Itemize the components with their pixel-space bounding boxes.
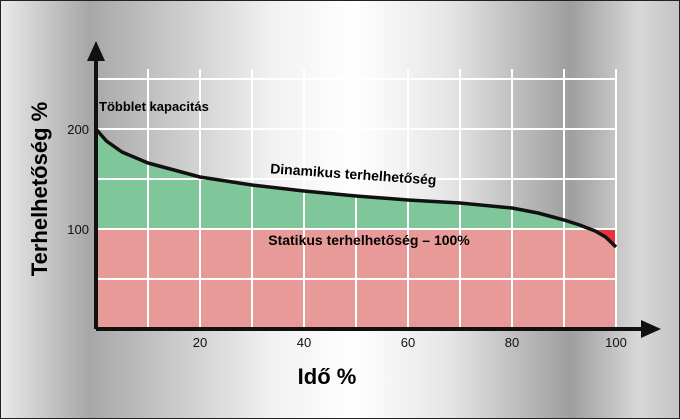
x-axis-title: Idő % xyxy=(298,364,357,389)
overload-corner-area xyxy=(579,229,616,247)
excess-capacity-area xyxy=(96,129,616,229)
x-tick-label: 60 xyxy=(401,335,415,350)
x-axis-arrow xyxy=(641,320,661,338)
annotation-excess-capacity: Többlet kapacitás xyxy=(99,99,209,114)
y-tick-label: 100 xyxy=(67,222,89,237)
x-tick-label: 20 xyxy=(193,335,207,350)
annotation-static-load: Statikus terhelhetőség – 100% xyxy=(268,232,470,248)
x-tick-label: 80 xyxy=(505,335,519,350)
y-tick-label: 200 xyxy=(67,122,89,137)
y-axis-title: Terhelhetőség % xyxy=(27,102,52,276)
x-tick-label: 40 xyxy=(297,335,311,350)
x-tick-label: 100 xyxy=(605,335,627,350)
y-axis-arrow xyxy=(87,41,105,61)
dynamic-load-curve xyxy=(94,127,618,249)
annotation-dynamic-load: Dinamikus terhelhetőség xyxy=(270,160,437,188)
